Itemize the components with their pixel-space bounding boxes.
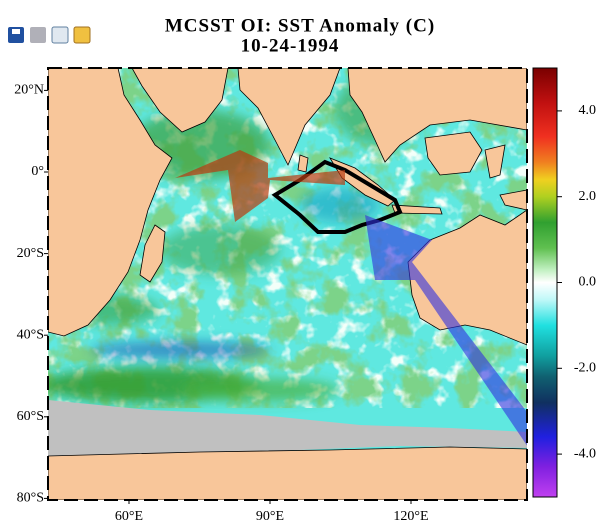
- map: [48, 68, 527, 500]
- toolbar: [8, 26, 91, 44]
- map-title: MCSST OI: SST Anomaly (C): [165, 15, 435, 36]
- colorbar-label: 4.0: [579, 103, 597, 118]
- sri-lanka: [297, 154, 309, 173]
- lat-label: 20°N: [14, 83, 44, 98]
- antarctica: [48, 446, 527, 500]
- lat-label: 0°: [31, 164, 44, 179]
- colorbar-label: 0.0: [579, 275, 597, 290]
- save-icon-detail: [12, 29, 20, 34]
- lon-label: 60°E: [115, 509, 143, 520]
- mail-icon[interactable]: [51, 26, 69, 44]
- land: [48, 68, 527, 500]
- outflow-arrow: [175, 150, 345, 222]
- colorbar: [532, 67, 558, 498]
- print-icon[interactable]: [30, 27, 46, 43]
- map-date: 10-24-1994: [241, 35, 340, 56]
- colorbar-label: -4.0: [574, 446, 596, 461]
- java: [391, 204, 443, 215]
- arabia: [131, 68, 229, 133]
- borneo: [424, 131, 483, 176]
- lat-label: 40°S: [17, 327, 44, 342]
- lat-label: 60°S: [17, 409, 44, 424]
- new-guinea: [499, 189, 527, 211]
- sulawesi: [484, 144, 506, 179]
- colorbar-label: -2.0: [574, 361, 596, 376]
- map-frame: [47, 67, 528, 501]
- lat-label: 80°S: [17, 491, 44, 506]
- colorbar-label: 2.0: [579, 189, 597, 204]
- madagascar: [139, 224, 166, 283]
- india: [237, 68, 341, 166]
- inflow-arrow: [365, 215, 527, 446]
- region-outline: [271, 159, 403, 234]
- africa: [48, 68, 173, 337]
- lon-label: 90°E: [256, 509, 284, 520]
- sea-ice: [48, 400, 527, 458]
- lon-label: 120°E: [393, 509, 428, 520]
- lat-label: 20°S: [17, 246, 44, 261]
- folder-icon[interactable]: [73, 26, 91, 44]
- southeast-asia: [347, 68, 527, 163]
